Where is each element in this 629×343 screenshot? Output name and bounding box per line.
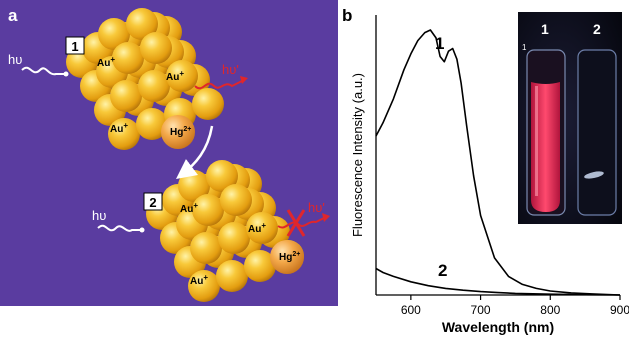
inset-vial-2-label: 2 bbox=[593, 21, 601, 37]
gold-atom bbox=[136, 108, 168, 140]
vial-2 bbox=[577, 49, 617, 216]
series-label-2: 2 bbox=[438, 261, 447, 280]
excitation-wave-2 bbox=[97, 224, 142, 232]
au-ion-label: Au+ bbox=[180, 201, 198, 215]
x-tick-group: 600 700 800 900 bbox=[401, 295, 629, 317]
gold-atom bbox=[110, 80, 142, 112]
inset-vial-1-label: 1 bbox=[541, 21, 549, 37]
gold-atom bbox=[108, 118, 140, 150]
excitation-wave-1 bbox=[21, 66, 66, 76]
vial-2-reflection bbox=[584, 171, 604, 179]
inset-photo: 1 2 1 bbox=[518, 12, 622, 224]
emission-wave-1 bbox=[194, 79, 245, 90]
hg-ion-label-1: Hg2+ bbox=[170, 126, 191, 138]
emission-arrowhead-1 bbox=[240, 76, 248, 84]
series-line-2 bbox=[375, 267, 621, 296]
gold-atom bbox=[220, 184, 252, 216]
gold-atom bbox=[138, 70, 170, 102]
panel-a-schematic: a Au+ Au+ Au+ Au+ Au+ Au+ 1 2 hυ hυ' Hg2+ hυ bbox=[0, 0, 338, 306]
gold-atom bbox=[244, 250, 276, 282]
gold-atom bbox=[166, 60, 198, 92]
emission-arrowhead-2 bbox=[322, 213, 330, 222]
x-tick-label: 700 bbox=[471, 303, 491, 317]
x-tick-label: 800 bbox=[540, 303, 560, 317]
hg-ion-sphere-2 bbox=[270, 240, 304, 274]
au-ion-label: Au+ bbox=[248, 221, 266, 235]
series-label-1: 1 bbox=[435, 34, 444, 53]
vial-1-fluorescence bbox=[531, 82, 560, 212]
gold-atom bbox=[218, 222, 250, 254]
gold-atom bbox=[126, 8, 158, 40]
gold-cluster-2: Au+ Au+ Au+ bbox=[146, 160, 304, 302]
excitation-dot-1 bbox=[63, 71, 69, 77]
series-group bbox=[375, 29, 621, 296]
gold-cluster-1: Au+ Au+ Au+ bbox=[66, 8, 224, 150]
hg-ion-label-2: Hg2+ bbox=[279, 251, 300, 263]
gold-atom bbox=[98, 18, 130, 50]
au-ion-label: Au+ bbox=[110, 121, 128, 135]
series-line-1 bbox=[375, 29, 621, 296]
gold-atom bbox=[140, 32, 172, 64]
gold-atom bbox=[112, 42, 144, 74]
emission-label-1: hυ' bbox=[222, 62, 239, 77]
x-axis-title: Wavelength (nm) bbox=[442, 319, 554, 335]
state-1-label-box bbox=[65, 36, 85, 55]
excitation-dot-2 bbox=[139, 227, 145, 233]
vial-1-glare bbox=[535, 86, 538, 196]
inset-vial-mark: 1 bbox=[522, 43, 527, 52]
gold-atom bbox=[192, 194, 224, 226]
panel-b-label: b bbox=[342, 6, 352, 25]
y-axis-title: Fluorescence Intensity (a.u.) bbox=[350, 73, 365, 237]
au-ion-label: Au+ bbox=[166, 69, 184, 83]
emission-blocked-x bbox=[286, 209, 306, 237]
panel-b-spectrum: b 600 700 800 900 Wavelength (nm) Fluoresce… bbox=[338, 0, 629, 338]
state-1-label: 1 bbox=[71, 39, 78, 54]
state-2-label: 2 bbox=[149, 195, 156, 210]
gold-atom bbox=[246, 212, 278, 244]
gold-atom bbox=[188, 270, 220, 302]
emission-label-2: hυ' bbox=[308, 200, 325, 215]
au-ion-label: Au+ bbox=[97, 55, 115, 69]
gold-atom bbox=[192, 88, 224, 120]
gold-atom bbox=[216, 260, 248, 292]
x-tick-label: 600 bbox=[401, 303, 421, 317]
reaction-arrow bbox=[176, 125, 214, 180]
gold-atom bbox=[206, 160, 238, 192]
au-ion-label: Au+ bbox=[190, 273, 208, 287]
fluorescence-spectrum-chart: b 600 700 800 900 Wavelength (nm) Fluoresce… bbox=[342, 6, 629, 335]
excitation-label-1: hυ bbox=[8, 52, 22, 67]
x-tick-label: 900 bbox=[610, 303, 629, 317]
excitation-label-2: hυ bbox=[92, 208, 106, 223]
gold-atom bbox=[190, 232, 222, 264]
schematic-illustration: a Au+ Au+ Au+ Au+ Au+ Au+ 1 2 hυ hυ' Hg2+ hυ bbox=[8, 6, 330, 302]
panel-a-label: a bbox=[8, 6, 18, 25]
state-2-label-box bbox=[143, 192, 163, 211]
hg-ion-sphere-1 bbox=[161, 115, 195, 149]
